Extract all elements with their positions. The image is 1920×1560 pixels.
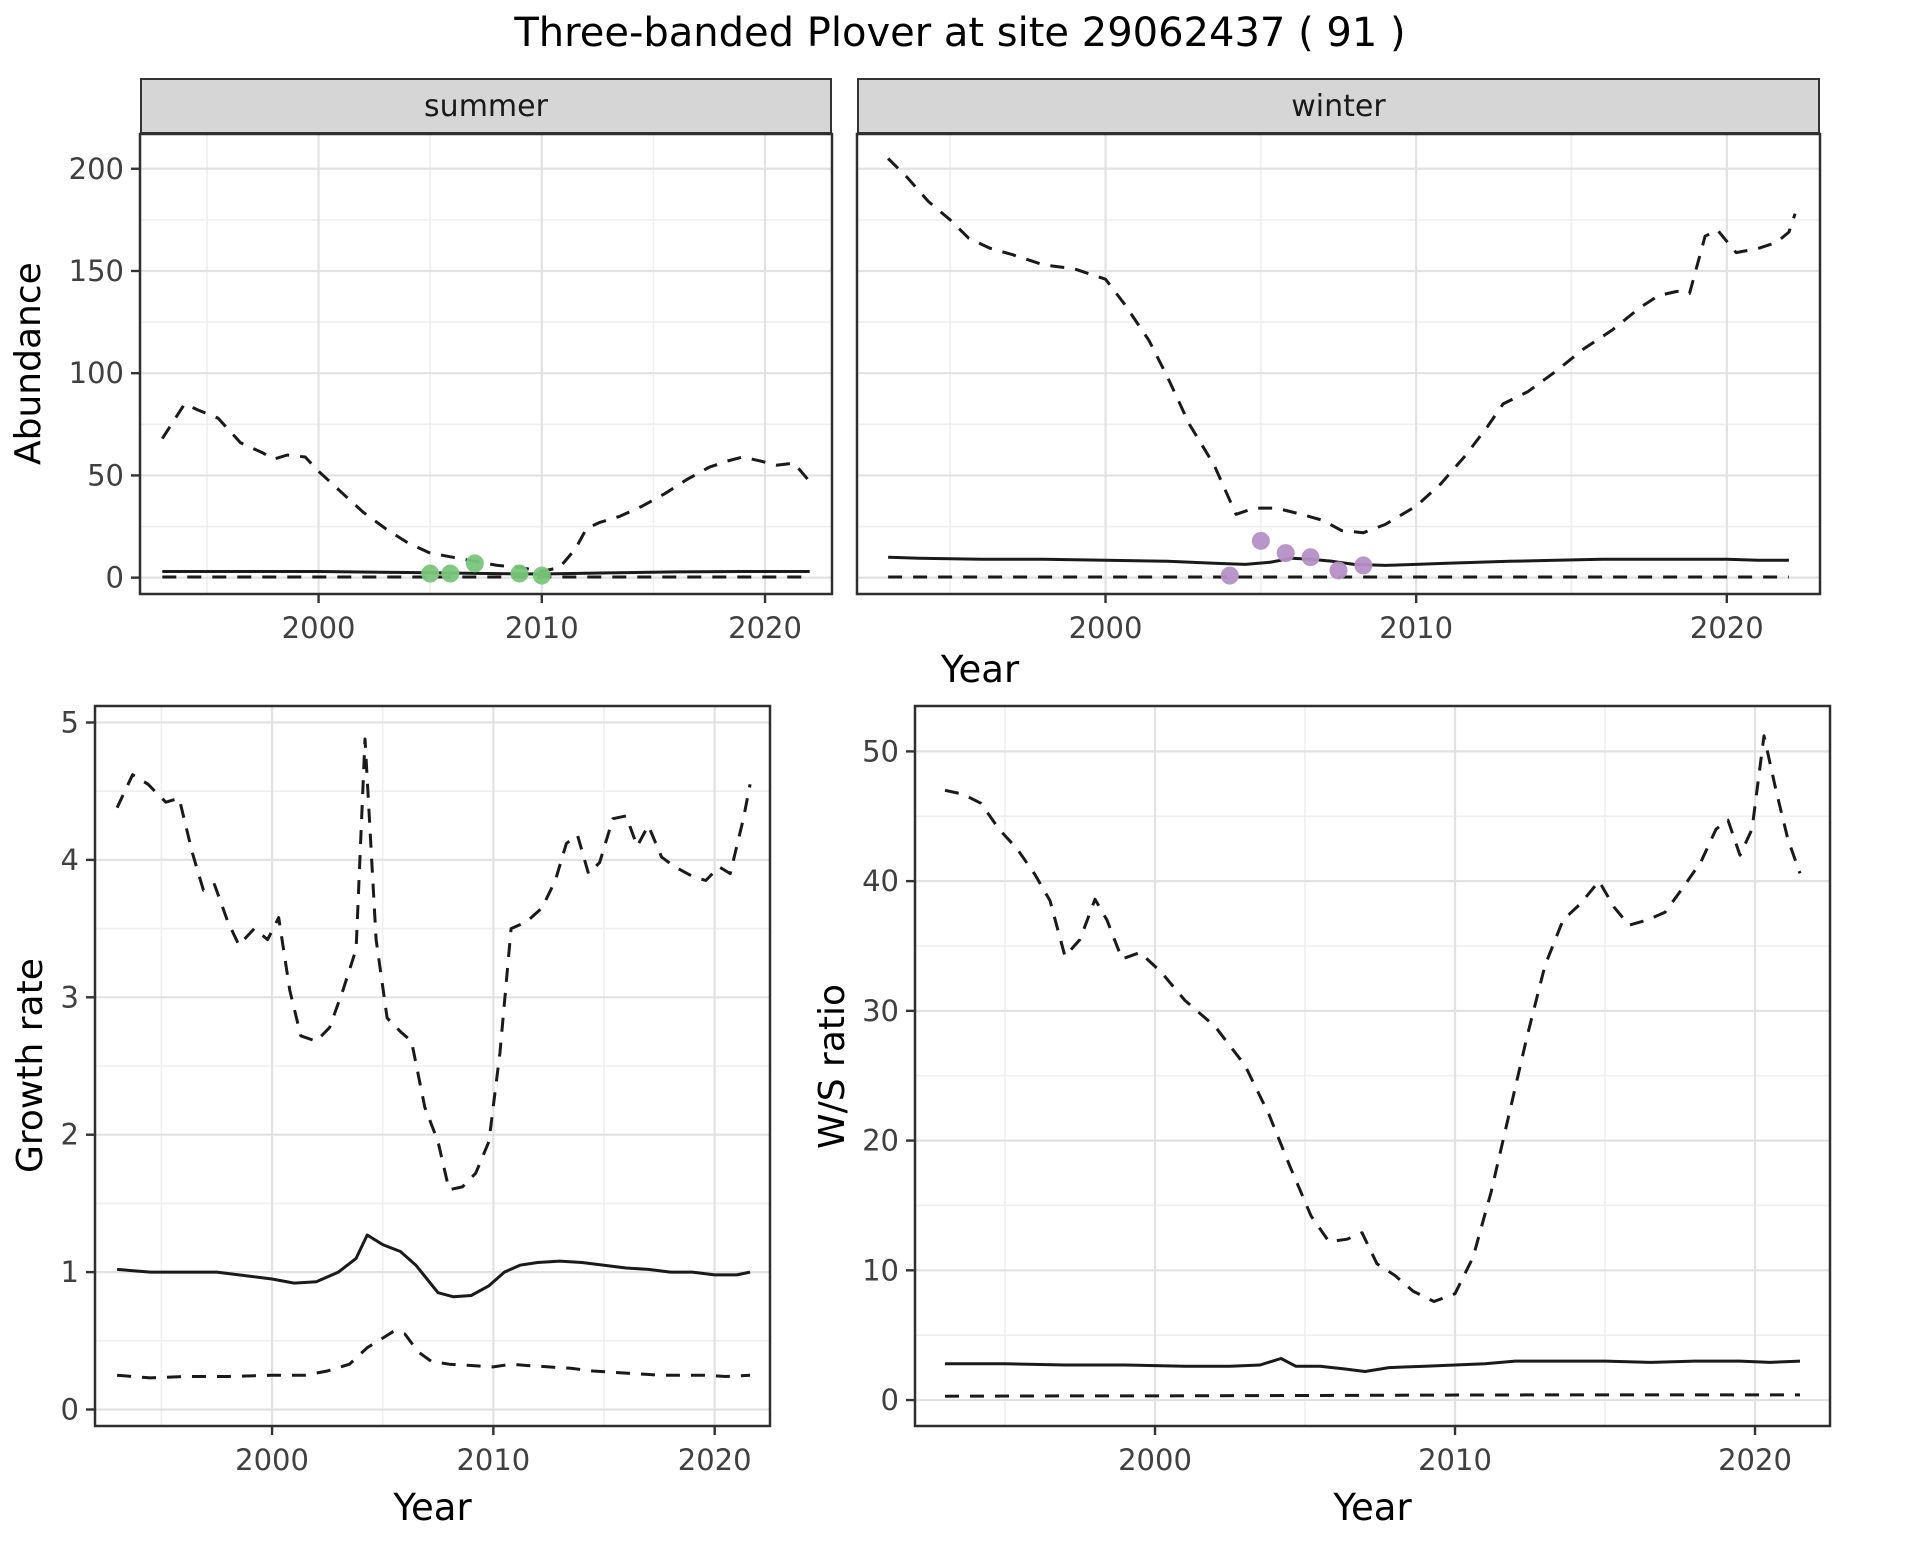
facet-strip-summer: summer	[140, 78, 832, 134]
svg-text:20: 20	[862, 1124, 899, 1158]
facet-strip-winter: winter	[857, 78, 1820, 134]
growth-rate-plot: 2000 2010 2020 0 1 2 3 4 5	[61, 704, 772, 1477]
svg-text:2020: 2020	[728, 611, 802, 645]
svg-text:4: 4	[61, 843, 79, 877]
svg-text:150: 150	[69, 254, 124, 288]
abundance-plot: 2000 2010 2020 0 50 100 150 200 2000 2010 2020	[69, 132, 1822, 645]
svg-text:2010: 2010	[456, 1443, 530, 1477]
svg-text:3: 3	[61, 980, 79, 1014]
svg-text:1: 1	[61, 1255, 79, 1289]
svg-text:40: 40	[862, 864, 899, 898]
figure-title: Three-banded Plover at site 29062437 ( 9…	[514, 10, 1406, 56]
svg-text:2010: 2010	[505, 611, 579, 645]
svg-text:2000: 2000	[1069, 611, 1143, 645]
svg-text:2000: 2000	[1118, 1443, 1192, 1477]
svg-text:30: 30	[862, 994, 899, 1028]
svg-text:0: 0	[881, 1383, 899, 1417]
svg-text:5: 5	[61, 705, 79, 739]
svg-text:2020: 2020	[1718, 1443, 1792, 1477]
svg-text:2: 2	[61, 1118, 79, 1152]
svg-text:50: 50	[87, 458, 124, 492]
svg-text:2020: 2020	[1690, 611, 1764, 645]
svg-text:50: 50	[862, 734, 899, 768]
svg-text:2000: 2000	[282, 611, 356, 645]
abundance-x-axis-title: Year	[940, 648, 1020, 691]
ws-ratio-x-axis-title: Year	[1333, 1486, 1412, 1529]
svg-text:2010: 2010	[1418, 1443, 1492, 1477]
svg-text:100: 100	[69, 356, 124, 390]
svg-text:2020: 2020	[678, 1443, 752, 1477]
svg-text:2010: 2010	[1379, 611, 1453, 645]
svg-text:10: 10	[862, 1253, 899, 1287]
growth-rate-x-axis-title: Year	[393, 1486, 472, 1529]
svg-text:0: 0	[106, 561, 124, 595]
svg-text:200: 200	[69, 152, 124, 186]
ws-ratio-plot: 2000 2010 2020 0 10 20 30 40 50	[862, 704, 1832, 1477]
svg-text:2000: 2000	[235, 1443, 309, 1477]
svg-text:0: 0	[61, 1393, 79, 1427]
